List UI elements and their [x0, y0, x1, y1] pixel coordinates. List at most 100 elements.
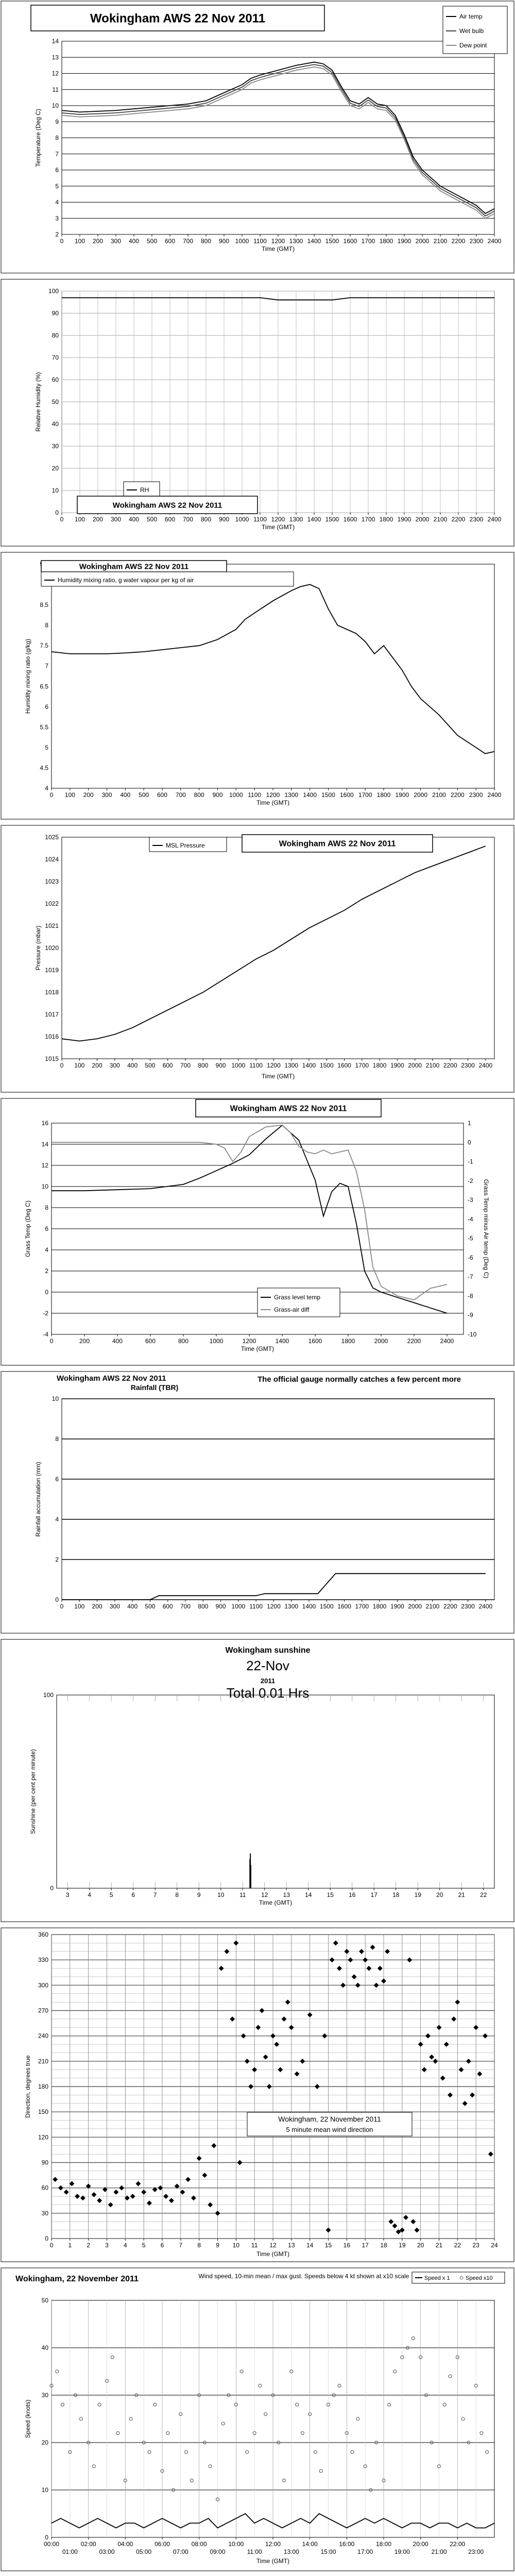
x-tick-label: 24: [491, 2242, 498, 2249]
x-tick-label: 1500: [325, 238, 339, 245]
chart-note: Wind speed, 10-min mean / max gust. Spee…: [199, 2273, 409, 2280]
x-tick-label: 0: [50, 1337, 54, 1345]
x-tick-label: 14: [306, 2242, 314, 2249]
y-tick-label: 10: [52, 1395, 59, 1402]
x-tick-label: 0: [60, 238, 64, 245]
x-tick-label: 400: [127, 1603, 138, 1610]
x-tick-label: 5: [110, 1891, 113, 1899]
chart-title: Wokingham AWS 22 Nov 2011: [113, 501, 222, 510]
y-tick-label: 210: [38, 2058, 48, 2065]
x-tick-label: 22:00: [450, 2540, 465, 2548]
x-tick-label: 18: [380, 2242, 387, 2249]
chart-subtitle: Rainfall (TBR): [131, 1383, 179, 1392]
y-axis-label: Grass Temp (Deg C): [24, 1200, 31, 1257]
speed-x10-point: [289, 2369, 294, 2374]
y-tick-label: 8: [55, 134, 59, 142]
y-tick-label: 14: [42, 1141, 49, 1148]
x-tick-label: 1600: [308, 1337, 322, 1345]
speed-x10-point: [234, 2402, 238, 2406]
x-tick-label-2: 07:00: [173, 2548, 188, 2555]
x-tick-label: 1700: [362, 238, 375, 245]
speed-x10-point: [387, 2402, 391, 2406]
chart-title: Wokingham AWS 22 Nov 2011: [90, 11, 265, 25]
direction-point: [414, 2227, 420, 2233]
direction-point: [381, 1978, 386, 1984]
speed-x10-point: [363, 2464, 367, 2468]
x-tick-label: 1600: [340, 791, 354, 799]
chart-title: Wokingham sunshine: [225, 1646, 310, 1655]
x-tick-label: 18:00: [376, 2540, 391, 2548]
x-tick-label: 1200: [267, 1603, 281, 1610]
y-tick-label: 12: [42, 1162, 49, 1169]
x-tick-label: 100: [65, 791, 75, 799]
x-tick-label: 2300: [461, 1062, 475, 1069]
y-tick-label: 270: [38, 2007, 48, 2014]
y-tick-label: 1022: [45, 900, 59, 907]
direction-point: [141, 2189, 147, 2195]
speed-x10-point: [295, 2402, 299, 2406]
x-tick-label: 2300: [469, 791, 483, 799]
y-tick-label: 90: [52, 310, 59, 317]
panel-mixing-ratio: 44.555.566.577.588.599.50100200300400500…: [0, 551, 515, 824]
y-tick-label: 90: [42, 2159, 49, 2166]
direction-point: [174, 2183, 180, 2189]
speed-x10-point: [197, 2393, 201, 2397]
x-tick-label: 2400: [488, 238, 502, 245]
x-tick-label: 2200: [443, 1062, 457, 1069]
x-tick-label: 800: [178, 1337, 188, 1345]
x-tick-label: 1600: [344, 238, 357, 245]
direction-point: [85, 2183, 91, 2189]
x-tick-label: 1400: [307, 238, 321, 245]
x-tick-label: 600: [163, 1603, 173, 1610]
chart-title: Wokingham, 22 November 2011: [15, 2275, 139, 2283]
x-tick-label: 1700: [355, 1603, 369, 1610]
series-line-humidity-mixing-ratio: [51, 584, 495, 754]
x-tick-label: 900: [219, 516, 229, 523]
direction-point: [315, 2084, 320, 2089]
x-tick-label: 1800: [373, 1062, 387, 1069]
x-tick-label: 2200: [452, 238, 466, 245]
y-tick-label: 7.5: [40, 642, 48, 649]
x-tick-label: 300: [110, 1603, 120, 1610]
y-tick-label: 50: [42, 2297, 49, 2304]
x-tick-label: 0: [60, 1603, 64, 1610]
x-tick-label: 700: [180, 1603, 191, 1610]
y-tick-label: 2: [55, 231, 59, 238]
direction-point: [448, 2092, 453, 2098]
direction-point: [113, 2189, 119, 2195]
speed-x10-point: [239, 2369, 244, 2374]
speed-x10-point: [455, 2355, 459, 2359]
x-tick-label: 100: [74, 1603, 84, 1610]
x-tick-label: 19: [399, 2242, 406, 2249]
x-tick-label: 20: [417, 2242, 424, 2249]
y-tick-label: 0: [45, 2235, 48, 2242]
x-tick-label: 1200: [267, 1062, 281, 1069]
x-tick-label: 20: [436, 1891, 443, 1899]
series-line-air-temp: [61, 61, 495, 214]
x-tick-label: 21: [458, 1891, 466, 1899]
legend-label: Speed x 1: [424, 2275, 450, 2281]
y-axis-label: Humidity mixing ratio (g/kg): [24, 639, 31, 714]
x-tick-label: 0: [50, 791, 54, 799]
direction-point: [281, 2016, 287, 2022]
title-box: [242, 834, 433, 853]
x-tick-label: 500: [145, 1603, 155, 1610]
x-tick-label: 900: [216, 1062, 226, 1069]
x-tick-label: 06:00: [154, 2540, 170, 2548]
speed-x10-point: [374, 2441, 379, 2445]
y2-tick-label: -8: [468, 1292, 473, 1299]
y-axis-label: Sunshine (per cent per minute): [29, 1749, 37, 1834]
speed-x10-point: [55, 2369, 59, 2374]
x-tick-label: 17: [362, 2242, 369, 2249]
panel-grass-temperature: -4 -2 0 2 4 6 8 10 12 14 16 0 200 400 600 800 1000 1200 14…: [0, 1097, 515, 1370]
x-tick-label-2: 15:00: [320, 2548, 336, 2555]
panel-pressure: 1015 1016 1017 1018 1019 1020 1021 1022 1023 1024…: [0, 824, 515, 1097]
sunshine-bar: [250, 1865, 251, 1888]
x-tick-label: 20:00: [413, 2540, 428, 2548]
x-tick-label: 1800: [341, 1337, 355, 1345]
y-tick-label: 14: [52, 38, 59, 45]
x-tick-label: 11: [239, 1891, 246, 1899]
y-axis-label: Pressure (mbar): [35, 926, 42, 971]
x-axis-label: Time (GMT): [256, 799, 289, 806]
